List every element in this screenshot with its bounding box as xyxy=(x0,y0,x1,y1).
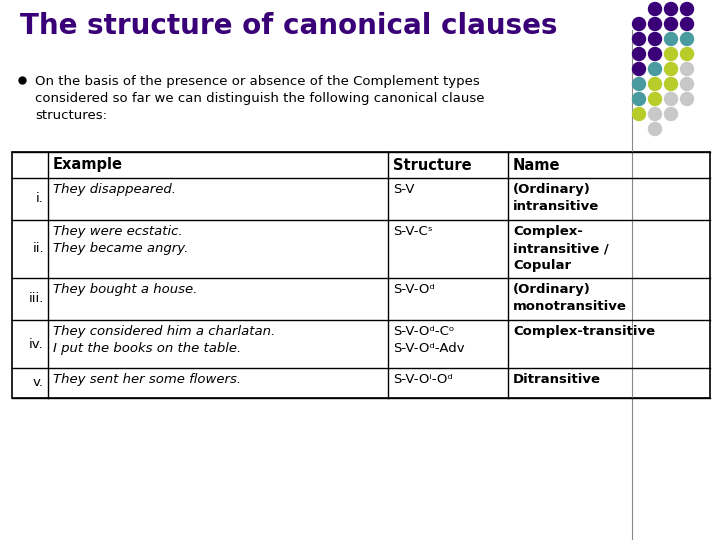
Text: ii.: ii. xyxy=(32,242,44,255)
Text: They sent her some flowers.: They sent her some flowers. xyxy=(53,373,241,386)
Circle shape xyxy=(632,48,646,60)
Circle shape xyxy=(649,92,662,105)
Circle shape xyxy=(632,17,646,30)
Text: Structure: Structure xyxy=(393,158,472,172)
Text: S-V-Oⁱ-Oᵈ: S-V-Oⁱ-Oᵈ xyxy=(393,373,453,386)
Text: S-V-Cˢ: S-V-Cˢ xyxy=(393,225,433,238)
Text: i.: i. xyxy=(36,192,44,206)
Circle shape xyxy=(632,92,646,105)
Circle shape xyxy=(680,3,693,16)
Circle shape xyxy=(632,107,646,120)
Circle shape xyxy=(680,63,693,76)
Text: structures:: structures: xyxy=(35,109,107,122)
Text: Complex-transitive: Complex-transitive xyxy=(513,325,655,338)
Text: (Ordinary)
monotransitive: (Ordinary) monotransitive xyxy=(513,283,627,313)
Circle shape xyxy=(649,48,662,60)
Circle shape xyxy=(649,3,662,16)
Circle shape xyxy=(632,32,646,45)
Circle shape xyxy=(649,17,662,30)
Text: iii.: iii. xyxy=(29,293,44,306)
Text: On the basis of the presence or absence of the Complement types: On the basis of the presence or absence … xyxy=(35,75,480,88)
Text: Complex-
intransitive /
Copular: Complex- intransitive / Copular xyxy=(513,225,608,272)
Circle shape xyxy=(665,17,678,30)
Circle shape xyxy=(632,78,646,91)
Circle shape xyxy=(649,63,662,76)
Bar xyxy=(12,152,710,398)
Circle shape xyxy=(632,63,646,76)
Circle shape xyxy=(649,123,662,136)
Text: v.: v. xyxy=(33,376,44,389)
Text: Example: Example xyxy=(53,158,123,172)
Circle shape xyxy=(665,48,678,60)
Text: They disappeared.: They disappeared. xyxy=(53,183,176,196)
Circle shape xyxy=(649,78,662,91)
Circle shape xyxy=(680,48,693,60)
Circle shape xyxy=(680,78,693,91)
Circle shape xyxy=(680,92,693,105)
Text: S-V-Oᵈ: S-V-Oᵈ xyxy=(393,283,435,296)
Circle shape xyxy=(665,78,678,91)
Text: Name: Name xyxy=(513,158,560,172)
Text: They were ecstatic.
They became angry.: They were ecstatic. They became angry. xyxy=(53,225,189,255)
Circle shape xyxy=(665,107,678,120)
Text: They bought a house.: They bought a house. xyxy=(53,283,197,296)
Text: iv.: iv. xyxy=(30,338,44,350)
Text: (Ordinary)
intransitive: (Ordinary) intransitive xyxy=(513,183,599,213)
Circle shape xyxy=(680,32,693,45)
Circle shape xyxy=(665,32,678,45)
Circle shape xyxy=(665,63,678,76)
Text: Ditransitive: Ditransitive xyxy=(513,373,601,386)
Text: S-V: S-V xyxy=(393,183,415,196)
Circle shape xyxy=(649,107,662,120)
Circle shape xyxy=(680,17,693,30)
Text: The structure of canonical clauses: The structure of canonical clauses xyxy=(20,12,557,40)
Circle shape xyxy=(665,3,678,16)
Text: considered so far we can distinguish the following canonical clause: considered so far we can distinguish the… xyxy=(35,92,485,105)
Text: They considered him a charlatan.
I put the books on the table.: They considered him a charlatan. I put t… xyxy=(53,325,275,355)
Circle shape xyxy=(665,92,678,105)
Text: S-V-Oᵈ-Cᵒ
S-V-Oᵈ-Adv: S-V-Oᵈ-Cᵒ S-V-Oᵈ-Adv xyxy=(393,325,464,355)
Circle shape xyxy=(649,32,662,45)
